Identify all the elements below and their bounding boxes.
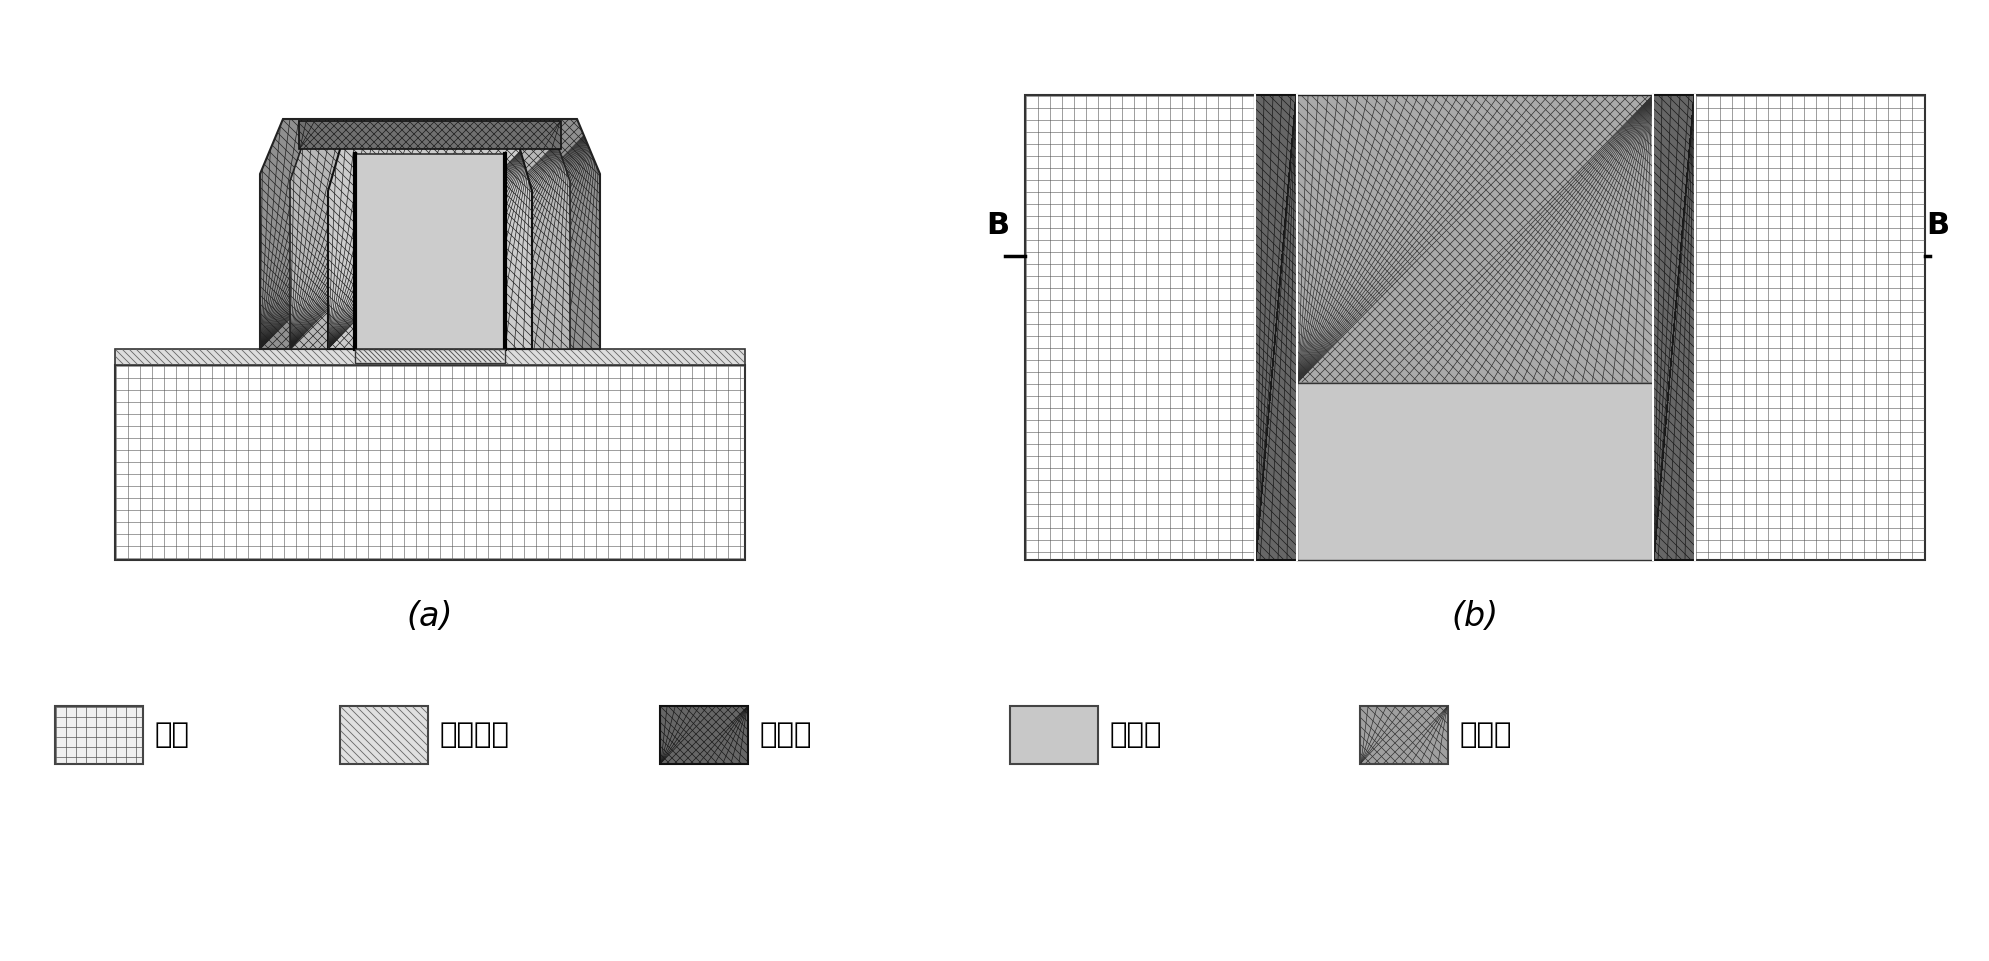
Polygon shape <box>328 139 531 349</box>
Bar <box>660 706 748 764</box>
Text: B: B <box>987 211 1010 240</box>
Bar <box>1255 95 1297 560</box>
Bar <box>1024 95 1255 560</box>
Bar <box>298 121 561 149</box>
Bar <box>1360 706 1448 764</box>
Bar <box>340 706 428 764</box>
Text: B: B <box>1927 211 1949 240</box>
Bar <box>115 365 746 560</box>
Polygon shape <box>290 129 571 349</box>
Bar <box>1653 95 1695 560</box>
Text: 衆底: 衆底 <box>155 721 191 749</box>
Bar <box>1297 383 1653 560</box>
Text: 氮化硅: 氮化硅 <box>760 721 812 749</box>
Bar <box>354 349 505 363</box>
Bar <box>115 349 746 365</box>
Bar <box>354 154 505 349</box>
Bar <box>1010 706 1098 764</box>
Polygon shape <box>261 119 601 349</box>
Text: 光刻胶: 光刻胶 <box>1460 721 1512 749</box>
Bar <box>1297 95 1653 383</box>
Bar <box>56 706 143 764</box>
Text: (a): (a) <box>406 600 453 633</box>
Text: (b): (b) <box>1452 600 1498 633</box>
Text: 二氧化硅: 二氧化硅 <box>440 721 509 749</box>
Bar <box>1695 95 1925 560</box>
Text: 多晶硅: 多晶硅 <box>1110 721 1162 749</box>
